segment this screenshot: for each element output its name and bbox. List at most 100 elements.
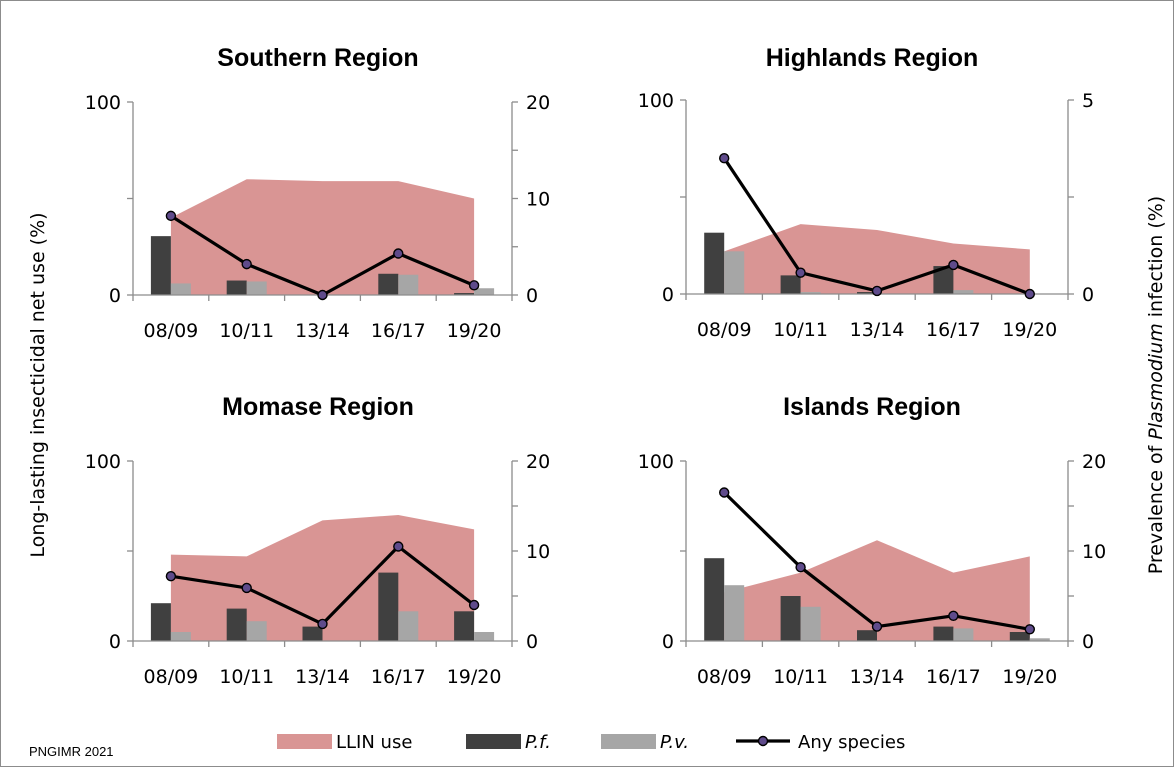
llin-area-southern-region (170, 179, 475, 295)
bar-pf-highlands-region-16-17 (933, 266, 954, 294)
any-species-point-highlands-region-10-11 (795, 267, 806, 278)
any-species-point-islands-region-13-14 (871, 621, 883, 632)
panel-islands-region: Islands Region 0 100 0 10 20 08/09 10/11 13/14 16… (638, 393, 1106, 688)
any-species-point-momase-region-16-17 (393, 541, 404, 552)
bar-pv-highlands-region-08-09 (724, 251, 745, 294)
panel-southern-region: Southern Region 0 100 0 10 20 08/09 10/11 13/14 1… (85, 44, 550, 342)
any-species-point-highlands-region-13-14 (871, 285, 883, 297)
bar-pf-southern-region-16-17 (378, 273, 399, 295)
tick-label-right-islands-region-0: 0 (1082, 631, 1094, 653)
y-axis-right-label: Prevalence of Plasmodium infection (%) (1145, 196, 1167, 574)
any-species-point-southern-region-19-20 (468, 280, 480, 291)
x-tick-label-southern-region-19-20: 19/20 (447, 320, 502, 342)
bar-pv-southern-region-19-20 (474, 288, 495, 295)
y-axis-right-label-prefix: Prevalence of (1145, 440, 1167, 575)
bar-pv-highlands-region-16-17 (953, 290, 974, 294)
any-species-point-momase-region-13-14 (317, 618, 328, 630)
bar-pv-islands-region-10-11 (800, 606, 821, 641)
bar-pf-southern-region-10-11 (226, 280, 247, 295)
bar-pf-islands-region-19-20 (1009, 632, 1030, 641)
tick-label-left-southern-region-100: 100 (85, 92, 121, 114)
credit-text: PNGIMR 2021 (29, 744, 114, 759)
legend: LLIN use P.f. P.v. Any species (277, 732, 905, 753)
bar-pv-southern-region-10-11 (246, 281, 267, 295)
bar-pf-highlands-region-08-09 (704, 232, 725, 294)
tick-label-left-highlands-region-0: 0 (662, 284, 674, 306)
panel-highlands-region: Highlands Region 0 100 0 5 08/09 10/11 13/14 16/… (638, 44, 1094, 341)
bar-pf-islands-region-16-17 (933, 626, 954, 641)
y-axis-right-label-italic: Plasmodium (1145, 323, 1167, 439)
any-species-point-southern-region-08-09 (165, 210, 177, 222)
bar-pv-momase-region-19-20 (474, 632, 495, 641)
bar-pv-highlands-region-10-11 (800, 292, 821, 294)
x-tick-label-momase-region-16-17: 16/17 (371, 666, 426, 688)
panel-title-islands-region: Islands Region (783, 393, 961, 421)
tick-label-right-islands-region-10: 10 (1082, 541, 1106, 563)
any-species-point-highlands-region-19-20 (1024, 288, 1036, 300)
legend-swatch-pv (601, 734, 656, 749)
tick-label-left-islands-region-0: 0 (662, 631, 674, 653)
x-tick-label-momase-region-19-20: 19/20 (447, 666, 502, 688)
tick-label-right-southern-region-0: 0 (526, 285, 538, 307)
any-species-point-momase-region-19-20 (468, 599, 480, 611)
bar-pv-southern-region-16-17 (398, 274, 419, 295)
any-species-point-islands-region-19-20 (1024, 624, 1036, 635)
any-species-point-highlands-region-08-09 (719, 152, 730, 164)
any-species-point-islands-region-16-17 (948, 610, 959, 621)
tick-label-left-momase-region-100: 100 (85, 451, 121, 473)
x-tick-label-islands-region-19-20: 19/20 (1002, 666, 1057, 688)
any-species-point-momase-region-08-09 (165, 571, 177, 582)
legend-label-pf: P.f. (525, 732, 551, 753)
legend-swatch-llin (277, 734, 332, 749)
tick-label-left-highlands-region-100: 100 (638, 90, 674, 112)
any-species-point-southern-region-13-14 (317, 289, 328, 301)
legend-label-any: Any species (798, 732, 905, 753)
panel-title-momase-region: Momase Region (222, 393, 414, 421)
bar-pf-highlands-region-10-11 (780, 275, 801, 294)
bar-pf-southern-region-19-20 (454, 293, 475, 295)
bar-pv-momase-region-16-17 (398, 611, 419, 641)
tick-label-left-momase-region-0: 0 (109, 631, 121, 653)
x-tick-label-momase-region-13-14: 13/14 (295, 666, 350, 688)
bar-pf-islands-region-13-14 (857, 630, 877, 641)
bar-pv-southern-region-08-09 (170, 283, 191, 295)
any-species-point-southern-region-10-11 (241, 258, 252, 270)
x-tick-label-highlands-region-08-09: 08/09 (697, 319, 752, 341)
llin-area-highlands-region (724, 224, 1030, 294)
bar-pf-southern-region-08-09 (150, 236, 171, 295)
tick-label-right-momase-region-0: 0 (526, 631, 538, 653)
tick-label-right-highlands-region-0: 0 (1082, 284, 1094, 306)
tick-label-right-momase-region-20: 20 (526, 451, 550, 473)
y-axis-left-label: Long-lasting insecticidal net use (%) (27, 212, 49, 557)
bar-pv-momase-region-10-11 (246, 621, 267, 641)
panel-title-southern-region: Southern Region (217, 44, 418, 72)
x-tick-label-momase-region-08-09: 08/09 (144, 666, 199, 688)
any-species-point-islands-region-10-11 (795, 562, 806, 573)
panel-momase-region: Momase Region 0 100 0 10 20 08/09 10/11 13/14 16/… (85, 393, 550, 688)
tick-label-left-southern-region-0: 0 (109, 285, 121, 307)
bar-pf-islands-region-08-09 (704, 558, 725, 641)
bar-pv-momase-region-08-09 (170, 632, 191, 641)
bar-pf-momase-region-19-20 (454, 611, 475, 641)
bar-pf-momase-region-13-14 (302, 626, 323, 641)
tick-label-right-southern-region-10: 10 (526, 189, 550, 211)
tick-label-right-islands-region-20: 20 (1082, 451, 1106, 473)
tick-label-left-islands-region-100: 100 (638, 451, 674, 473)
x-tick-label-southern-region-08-09: 08/09 (144, 320, 199, 342)
legend-swatch-pf (466, 734, 521, 749)
x-tick-label-momase-region-10-11: 10/11 (219, 666, 274, 688)
legend-marker-any (757, 735, 769, 747)
x-tick-label-southern-region-16-17: 16/17 (371, 320, 426, 342)
bar-pv-islands-region-19-20 (1029, 638, 1050, 641)
bar-pf-momase-region-08-09 (150, 603, 171, 641)
bar-pf-highlands-region-13-14 (857, 292, 877, 294)
tick-label-right-highlands-region-5: 5 (1082, 90, 1094, 112)
bar-pv-islands-region-08-09 (724, 585, 745, 641)
x-tick-label-southern-region-13-14: 13/14 (295, 320, 350, 342)
any-species-point-southern-region-16-17 (393, 248, 404, 259)
x-tick-label-islands-region-10-11: 10/11 (773, 666, 828, 688)
x-tick-label-islands-region-13-14: 13/14 (850, 666, 905, 688)
bar-pf-momase-region-16-17 (378, 572, 399, 641)
